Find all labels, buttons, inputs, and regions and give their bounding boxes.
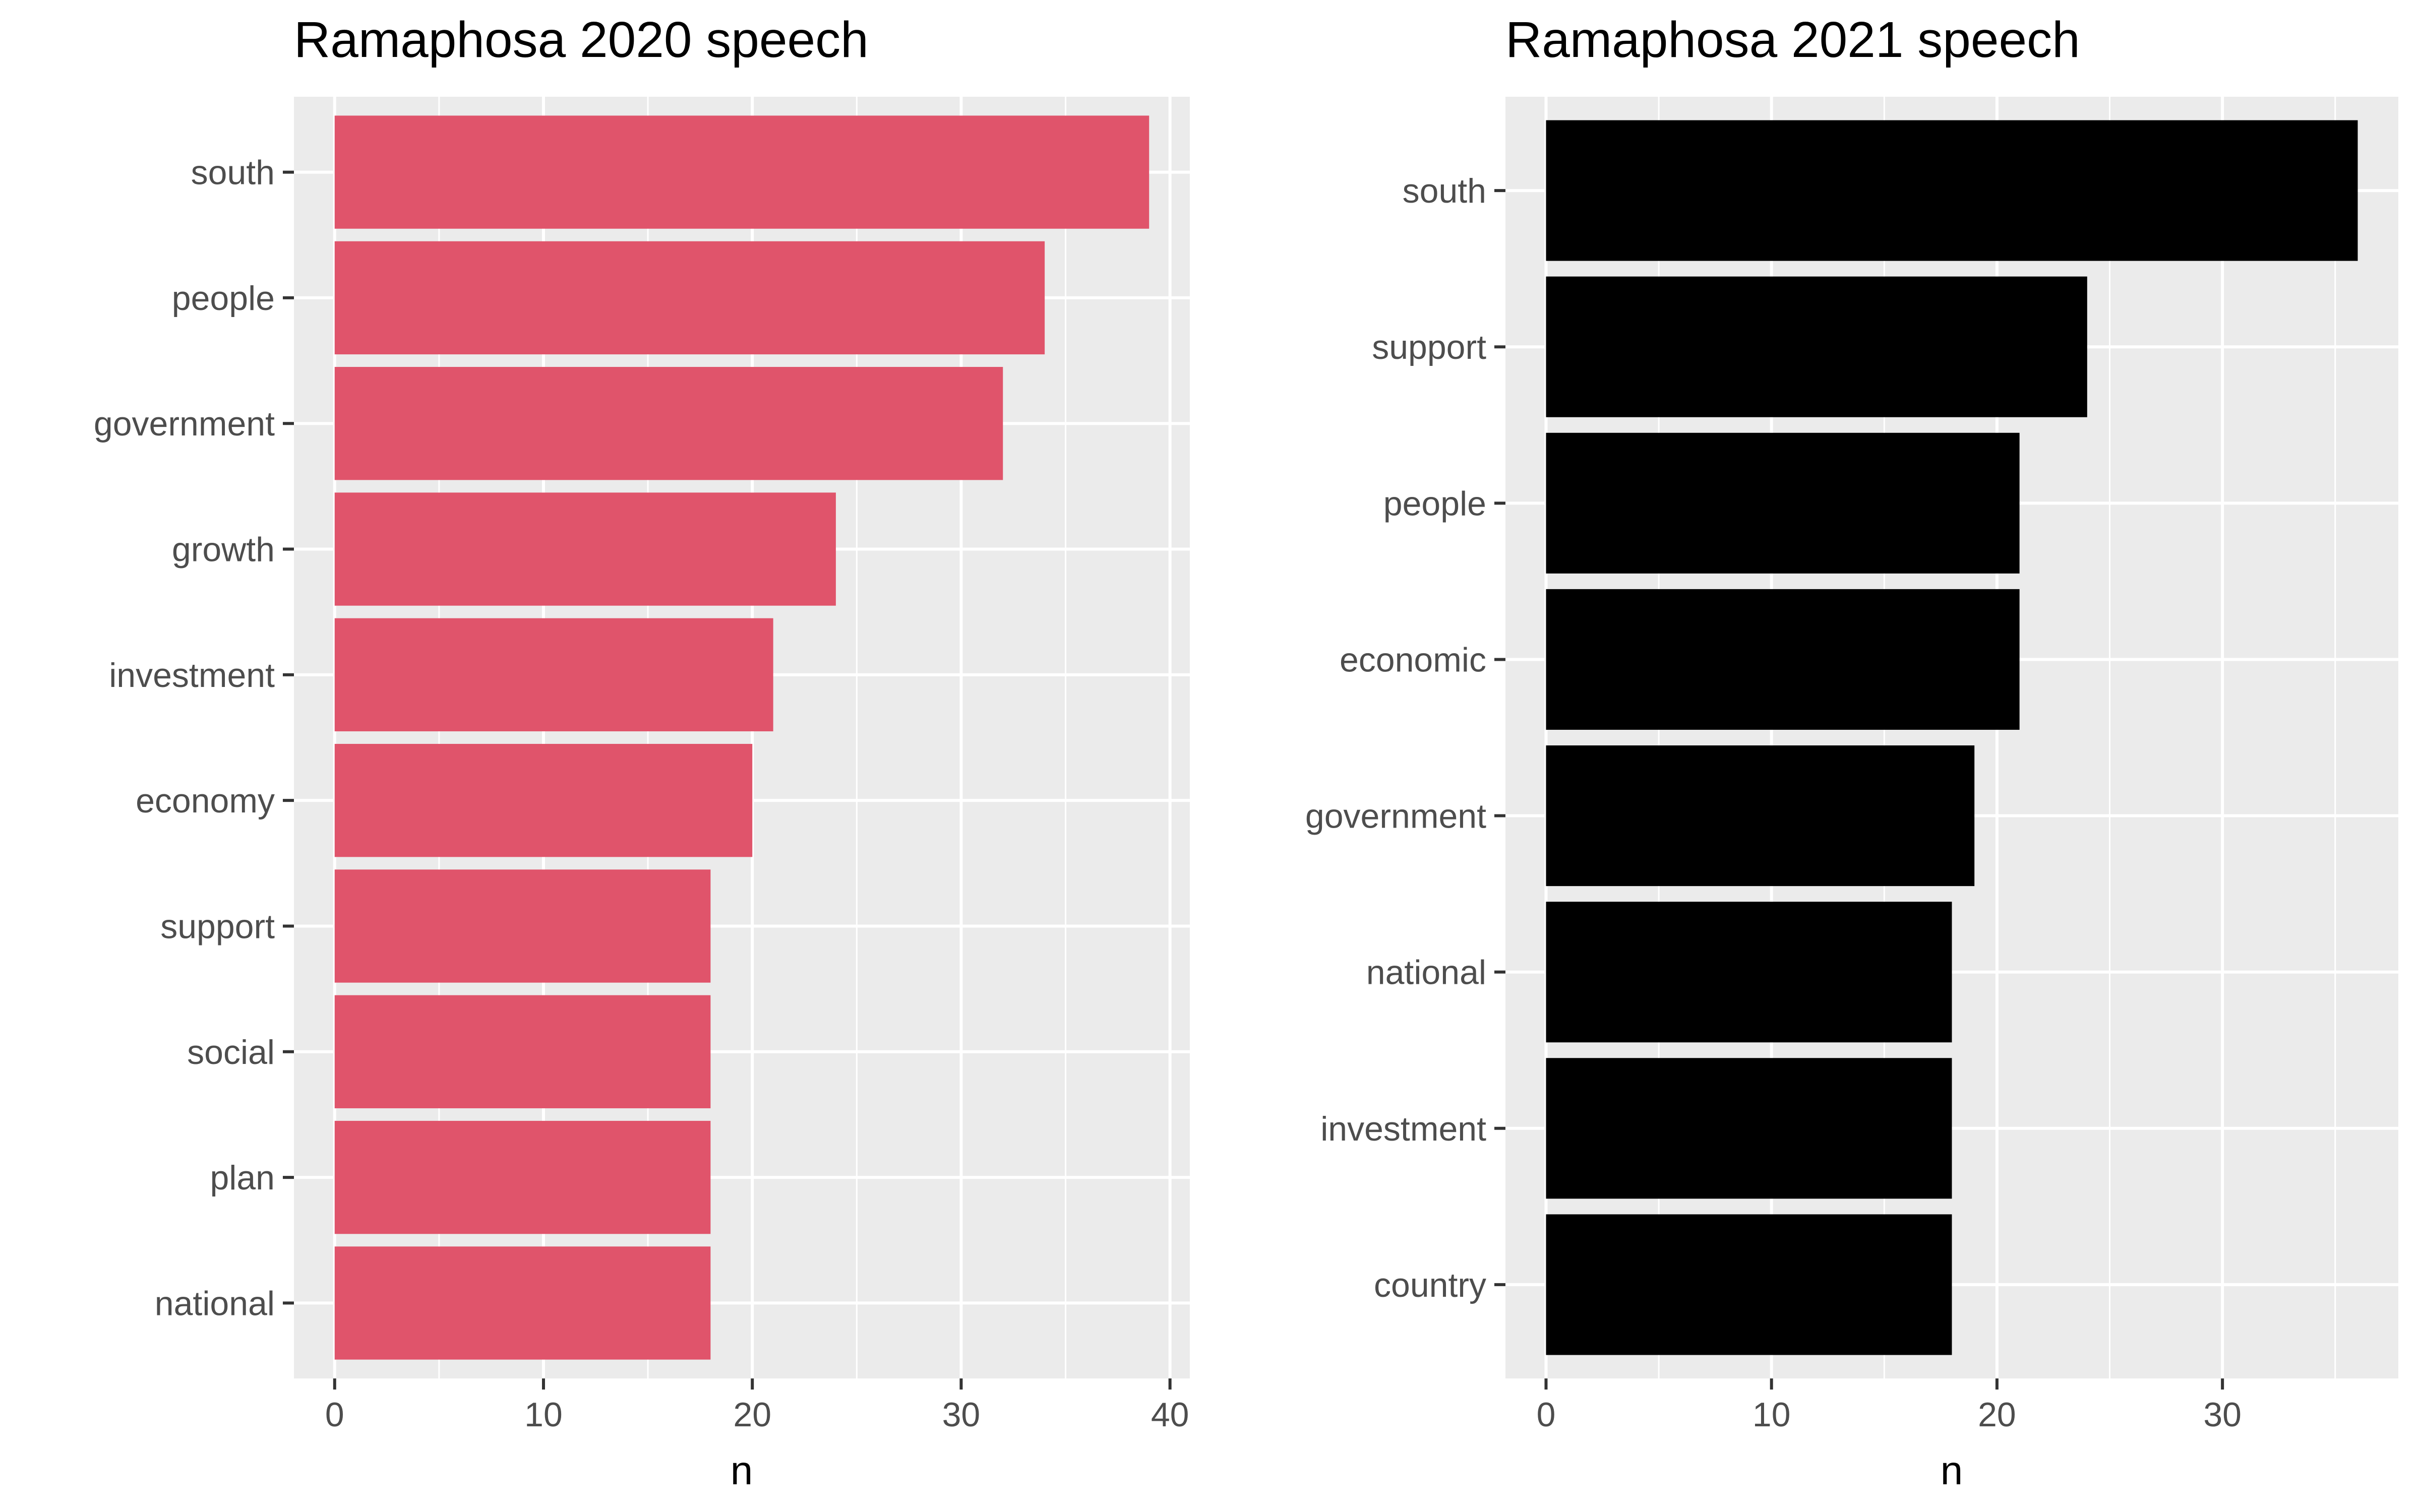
chart-title-left: Ramaphosa 2020 speech: [294, 12, 869, 68]
bar-investment: [1546, 1058, 1952, 1199]
bar-government: [334, 367, 1003, 480]
y-tick-label: plan: [210, 1159, 275, 1197]
bar-people: [1546, 432, 2020, 574]
bar-national: [334, 1246, 711, 1360]
x-tick-label: 10: [1752, 1396, 1791, 1434]
y-tick-label: national: [155, 1284, 275, 1322]
x-axis-label-right: n: [1941, 1448, 1963, 1493]
bar-support: [1546, 276, 2087, 417]
bar-government: [1546, 745, 1975, 887]
bar-support: [334, 869, 711, 983]
x-tick-label: 20: [733, 1396, 771, 1434]
bar-south: [334, 115, 1150, 229]
y-tick-label: government: [94, 405, 275, 443]
bar-investment: [334, 618, 773, 732]
bar-national: [1546, 902, 1952, 1043]
chart-right: south support people economic government nati…: [1305, 12, 2398, 1493]
bar-south: [1546, 120, 2358, 261]
bar-economic: [1546, 589, 2020, 730]
y-tick-label: investment: [109, 656, 275, 695]
y-tick-label: growth: [172, 531, 275, 569]
y-tick-label: south: [191, 154, 275, 192]
x-tick-label: 30: [2203, 1396, 2242, 1434]
x-tick-label: 0: [325, 1396, 344, 1434]
x-tick-label: 30: [942, 1396, 981, 1434]
y-tick-label: support: [160, 907, 275, 946]
x-tick-label: 20: [1978, 1396, 2016, 1434]
y-tick-label: economy: [136, 782, 275, 820]
y-tick-label: country: [1374, 1266, 1486, 1304]
y-tick-label: investment: [1320, 1110, 1486, 1148]
y-tick-label: people: [172, 279, 275, 318]
x-tick-label: 0: [1537, 1396, 1556, 1434]
chart-left: south people government growth investment eco…: [94, 12, 1190, 1493]
y-tick-label: south: [1403, 172, 1486, 210]
y-tick-label: social: [187, 1033, 275, 1072]
x-tick-label: 10: [524, 1396, 563, 1434]
y-tick-label: people: [1383, 484, 1486, 523]
bar-people: [334, 241, 1045, 355]
x-axis-label-left: n: [731, 1448, 753, 1493]
chart-title-right: Ramaphosa 2021 speech: [1505, 12, 2080, 68]
bar-country: [1546, 1214, 1952, 1355]
bar-social: [334, 995, 711, 1108]
bar-growth: [334, 492, 836, 606]
bar-plan: [334, 1120, 711, 1234]
y-tick-label: government: [1305, 797, 1486, 836]
bar-economy: [334, 743, 753, 857]
y-tick-label: support: [1372, 328, 1486, 366]
x-tick-label: 40: [1151, 1396, 1189, 1434]
y-tick-label: national: [1366, 954, 1486, 992]
y-tick-label: economic: [1340, 641, 1486, 679]
